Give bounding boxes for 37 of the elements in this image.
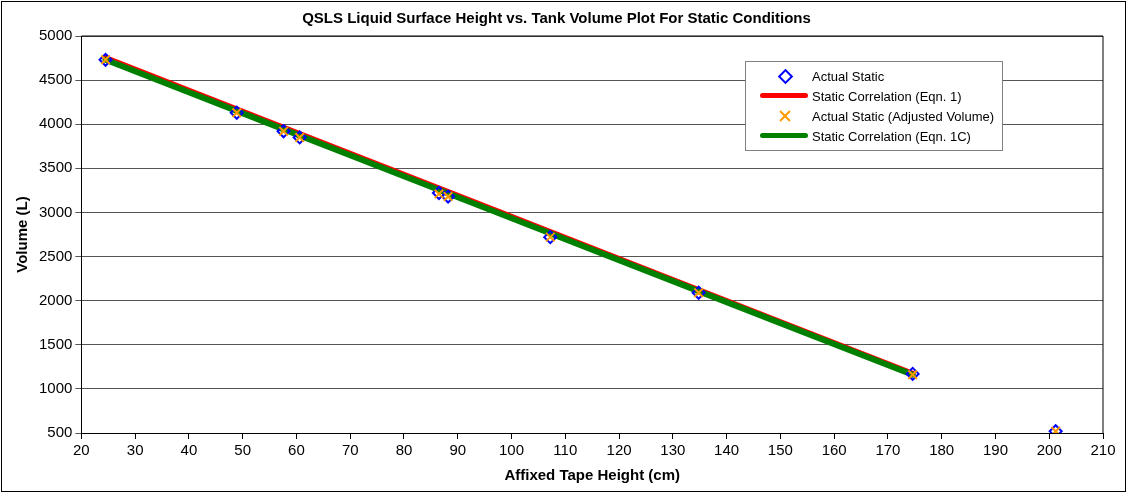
x-tick-label: 120 (606, 441, 632, 459)
y-tick-label: 500 (47, 423, 73, 441)
x-axis-title: Affixed Tape Height (cm) (504, 466, 680, 484)
x-tick-label: 110 (553, 441, 578, 459)
y-tick-label: 3000 (38, 202, 73, 220)
x-tick-label: 170 (875, 441, 901, 459)
y-tick-label: 5000 (38, 26, 73, 44)
x-tick-label: 150 (767, 441, 793, 459)
x-tick-label: 80 (395, 441, 413, 459)
y-tick-label: 1500 (38, 334, 73, 352)
y-tick-label: 2500 (38, 246, 73, 264)
legend-label: Static Correlation (Eqn. 1) (812, 88, 962, 104)
x-tick-label: 90 (449, 441, 467, 459)
x-tick-label: 200 (1036, 441, 1062, 459)
legend-label: Actual Static (Adjusted Volume) (812, 108, 995, 124)
x-tick-label: 60 (288, 441, 305, 459)
x-tick-label: 70 (341, 441, 359, 459)
x-tick-label: 140 (714, 441, 740, 459)
y-tick-label: 4000 (38, 114, 73, 132)
y-tick-label: 4500 (38, 70, 73, 88)
y-tick-label: 3500 (38, 158, 73, 176)
x-tick-label: 130 (660, 441, 686, 459)
chart-title: QSLS Liquid Surface Height vs. Tank Volume Plot For Static Conditions (302, 9, 811, 27)
y-tick-label: 2000 (38, 290, 73, 308)
x-tick-label: 30 (126, 441, 144, 459)
x-tick-label: 190 (982, 441, 1008, 459)
x-tick-label: 20 (73, 441, 90, 459)
x-tick-label: 50 (234, 441, 252, 459)
x-tick-label: 180 (929, 441, 955, 459)
legend-label: Static Correlation (Eqn. 1C) (812, 128, 971, 144)
y-tick-label: 1000 (38, 379, 73, 397)
legend-label: Actual Static (812, 68, 885, 84)
x-tick-label: 210 (1090, 441, 1116, 459)
x-tick-label: 100 (499, 441, 525, 459)
x-tick-label: 160 (821, 441, 847, 459)
x-tick-label: 40 (180, 441, 198, 459)
y-axis-title: Volume (L) (13, 196, 31, 273)
